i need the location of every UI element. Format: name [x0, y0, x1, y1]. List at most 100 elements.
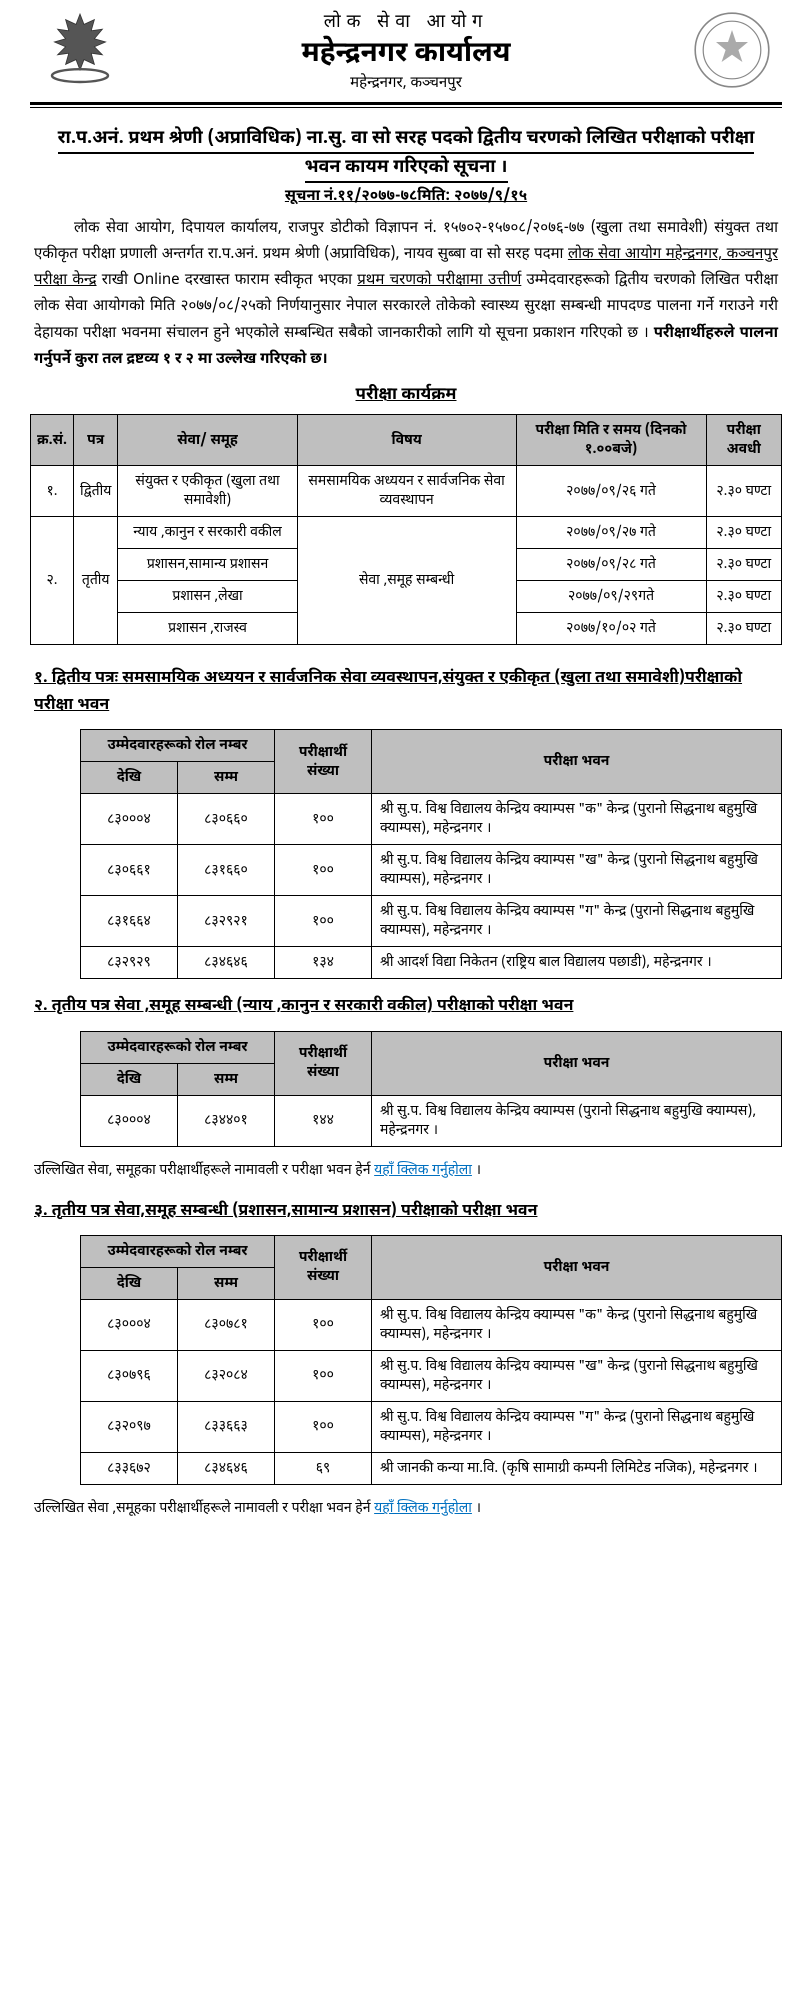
- cell: २०७७/०९/२९गते: [516, 581, 706, 613]
- cell: २.३० घण्टा: [706, 581, 782, 613]
- venue-row: ८३०६६१८३१६६०१००श्री सु.प. विश्व विद्यालय…: [81, 845, 782, 896]
- cell-count: १००: [275, 1350, 372, 1401]
- cell-count: १००: [275, 845, 372, 896]
- col-group: सेवा/ समूह: [118, 415, 297, 466]
- venue-table: उम्मेदवारहरूको रोल नम्बरपरीक्षार्थी संख्…: [80, 729, 782, 979]
- cell-venue: श्री सु.प. विश्व विद्यालय केन्द्रिय क्या…: [372, 794, 782, 845]
- venue-row: ८३०००४८३०६६०१००श्री सु.प. विश्व विद्यालय…: [81, 794, 782, 845]
- cell: २०७७/१०/०२ गते: [516, 613, 706, 645]
- cell-to: ८३४४०१: [178, 1095, 275, 1146]
- office-location: महेन्द्रनगर, कञ्चनपुर: [120, 75, 692, 94]
- cell-count: १००: [275, 1299, 372, 1350]
- cell-venue: श्री सु.प. विश्व विद्यालय केन्द्रिय क्या…: [372, 896, 782, 947]
- cell: २.३० घण्टा: [706, 613, 782, 645]
- cell-from: ८३२०९७: [81, 1401, 178, 1452]
- cell-venue: श्री जानकी कन्या मा.वि. (कृषि सामाग्री क…: [372, 1452, 782, 1484]
- click-here-link[interactable]: यहाँ क्लिक गर्नुहोला: [374, 1161, 472, 1180]
- link-posttext: ।: [472, 1499, 481, 1518]
- notice-number: सूचना नं.११/२०७७-७८मिति: २०७७/९/१५: [30, 188, 782, 207]
- col-count: परीक्षार्थी संख्या: [275, 1235, 372, 1299]
- col-from: देखि: [81, 1267, 178, 1299]
- cell: २०७७/०९/२८ गते: [516, 549, 706, 581]
- notice-title: रा.प.अनं. प्रथम श्रेणी (अप्राविधिक) ना.स…: [40, 126, 772, 184]
- cell-from: ८३०००४: [81, 1095, 178, 1146]
- office-name: महेन्द्रनगर कार्यालय: [120, 37, 692, 73]
- org-name: लोक सेवा आयोग: [120, 12, 692, 35]
- cell-to: ८३४६४६: [178, 947, 275, 979]
- cell: २०७७/०९/२६ गते: [516, 466, 706, 517]
- cell-count: १००: [275, 794, 372, 845]
- col-venue: परीक्षा भवन: [372, 1235, 782, 1299]
- venue-row: ८३०००४८३४४०११४४श्री सु.प. विश्व विद्यालय…: [81, 1095, 782, 1146]
- cell: २.३० घण्टा: [706, 517, 782, 549]
- col-count: परीक्षार्थी संख्या: [275, 1031, 372, 1095]
- schedule-row: १. द्वितीय संयुक्त र एकीकृत (खुला तथा सम…: [31, 466, 782, 517]
- col-from: देखि: [81, 1063, 178, 1095]
- cell-from: ८३०००४: [81, 794, 178, 845]
- document-header: लोक सेवा आयोग महेन्द्रनगर कार्यालय महेन्…: [30, 10, 782, 94]
- col-count: परीक्षार्थी संख्या: [275, 730, 372, 794]
- col-from: देखि: [81, 762, 178, 794]
- cell: प्रशासन,सामान्य प्रशासन: [118, 549, 297, 581]
- venue-sections: १. द्वितीय पत्रः समसामयिक अध्ययन र सार्व…: [30, 665, 782, 1518]
- cell: २०७७/०९/२७ गते: [516, 517, 706, 549]
- cell-venue: श्री सु.प. विश्व विद्यालय केन्द्रिय क्या…: [372, 1350, 782, 1401]
- col-to: सम्म: [178, 762, 275, 794]
- cell: सेवा ,समूह सम्बन्धी: [297, 517, 516, 645]
- cell-to: ८३२०८४: [178, 1350, 275, 1401]
- link-posttext: ।: [472, 1161, 481, 1180]
- cell: १.: [31, 466, 74, 517]
- cell-count: १००: [275, 1401, 372, 1452]
- cell: न्याय ,कानुन र सरकारी वकील: [118, 517, 297, 549]
- cell-to: ८३३६६३: [178, 1401, 275, 1452]
- col-venue: परीक्षा भवन: [372, 730, 782, 794]
- cell-count: १४४: [275, 1095, 372, 1146]
- click-here-link[interactable]: यहाँ क्लिक गर्नुहोला: [374, 1499, 472, 1518]
- venue-row: ८३०७९६८३२०८४१००श्री सु.प. विश्व विद्यालय…: [81, 1350, 782, 1401]
- col-duration: परीक्षा अवधी: [706, 415, 782, 466]
- cell-from: ८३०६६१: [81, 845, 178, 896]
- cell-venue: श्री सु.प. विश्व विद्यालय केन्द्रिय क्या…: [372, 1299, 782, 1350]
- cell: द्वितीय: [74, 466, 118, 517]
- col-roll: उम्मेदवारहरूको रोल नम्बर: [81, 730, 275, 762]
- cell-from: ८३३६७२: [81, 1452, 178, 1484]
- cell-count: ६९: [275, 1452, 372, 1484]
- page: लोक सेवा आयोग महेन्द्रनगर कार्यालय महेन्…: [0, 0, 812, 1566]
- col-paper: पत्र: [74, 415, 118, 466]
- cell: २.३० घण्टा: [706, 466, 782, 517]
- col-sn: क्र.सं.: [31, 415, 74, 466]
- link-pretext: उल्लिखित सेवा, समूहका परीक्षार्थीहरूले न…: [34, 1161, 374, 1180]
- cell-to: ८३१६६०: [178, 845, 275, 896]
- venue-row: ८३१६६४८३२९२११००श्री सु.प. विश्व विद्यालय…: [81, 896, 782, 947]
- col-subject: विषय: [297, 415, 516, 466]
- cell-from: ८३१६६४: [81, 896, 178, 947]
- col-roll: उम्मेदवारहरूको रोल नम्बर: [81, 1031, 275, 1063]
- cell: तृतीय: [74, 517, 118, 645]
- schedule-row: २. तृतीय न्याय ,कानुन र सरकारी वकील सेवा…: [31, 517, 782, 549]
- cell: २.: [31, 517, 74, 645]
- cell: समसामयिक अध्ययन र सार्वजनिक सेवा व्यवस्थ…: [297, 466, 516, 517]
- cell: प्रशासन ,राजस्व: [118, 613, 297, 645]
- namelist-link-line: उल्लिखित सेवा, समूहका परीक्षार्थीहरूले न…: [34, 1161, 778, 1180]
- schedule-heading: परीक्षा कार्यक्रम: [30, 384, 782, 406]
- venue-row: ८३०००४८३०७८११००श्री सु.प. विश्व विद्यालय…: [81, 1299, 782, 1350]
- notice-body: लोक सेवा आयोग, दिपायल कार्यालय, राजपुर ड…: [34, 217, 778, 375]
- cell-venue: श्री सु.प. विश्व विद्यालय केन्द्रिय क्या…: [372, 845, 782, 896]
- exam-schedule-table: क्र.सं. पत्र सेवा/ समूह विषय परीक्षा मित…: [30, 414, 782, 645]
- cell-to: ८३०६६०: [178, 794, 275, 845]
- venue-row: ८३२९२९८३४६४६१३४श्री आदर्श विद्या निकेतन …: [81, 947, 782, 979]
- col-to: सम्म: [178, 1063, 275, 1095]
- cell-from: ८३२९२९: [81, 947, 178, 979]
- cell-venue: श्री आदर्श विद्या निकेतन (राष्ट्रिय बाल …: [372, 947, 782, 979]
- nepal-emblem-icon: [40, 10, 120, 90]
- section-title: ३. तृतीय पत्र सेवा,समूह सम्बन्धी (प्रशास…: [34, 1198, 778, 1225]
- psc-seal-icon: [692, 10, 772, 90]
- section-title: १. द्वितीय पत्रः समसामयिक अध्ययन र सार्व…: [34, 665, 778, 719]
- venue-row: ८३२०९७८३३६६३१००श्री सु.प. विश्व विद्यालय…: [81, 1401, 782, 1452]
- cell: प्रशासन ,लेखा: [118, 581, 297, 613]
- cell-to: ८३०७८१: [178, 1299, 275, 1350]
- col-roll: उम्मेदवारहरूको रोल नम्बर: [81, 1235, 275, 1267]
- col-datetime: परीक्षा मिति र समय (दिनको १.००बजे): [516, 415, 706, 466]
- cell-from: ८३०७९६: [81, 1350, 178, 1401]
- header-divider: [30, 102, 782, 108]
